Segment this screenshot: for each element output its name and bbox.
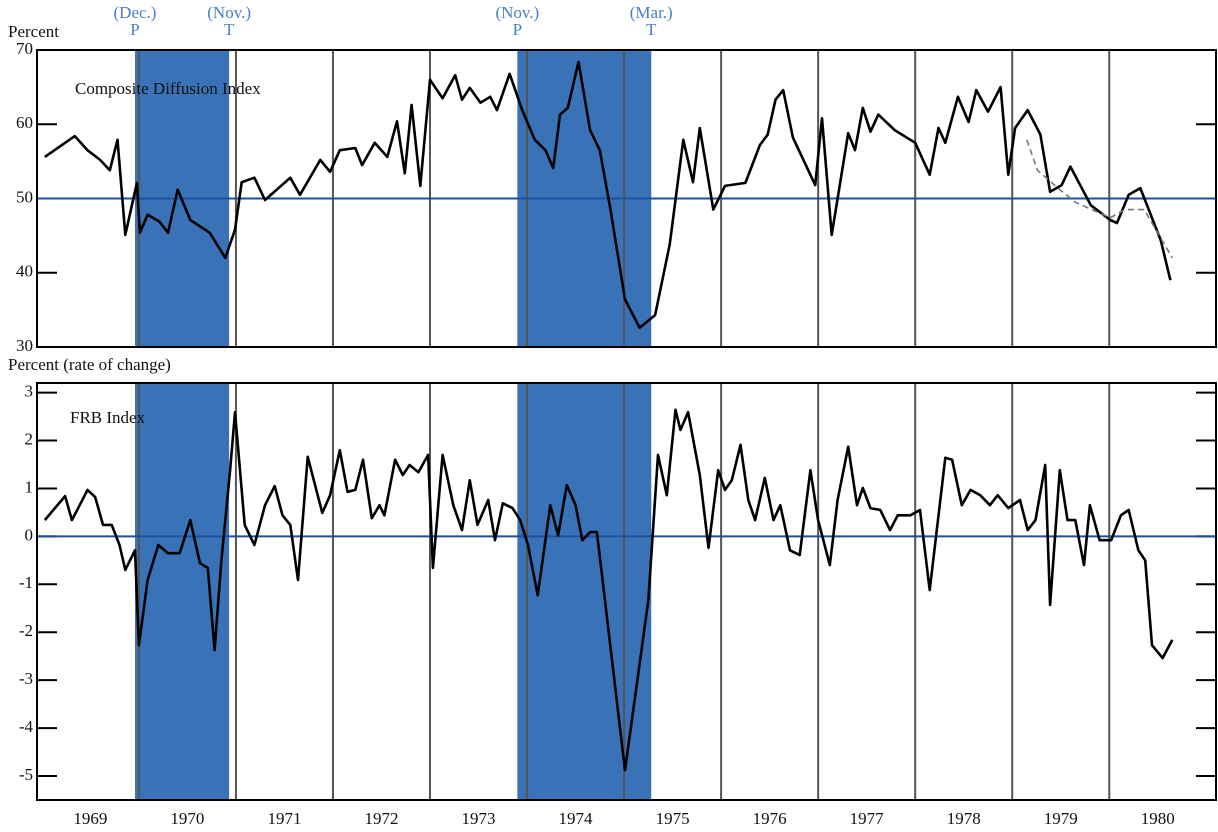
y-tick-label: -4 [19,717,34,736]
x-tick-label: 1977 [850,809,885,828]
x-tick-label: 1978 [947,809,981,828]
y-tick-label: 40 [16,262,33,281]
x-tick-label: 1970 [170,809,204,828]
x-tick-label: 1971 [267,809,301,828]
y-tick-label: -1 [19,573,33,592]
recession-letter: P [130,20,139,39]
axis-label: Percent (rate of change) [8,355,171,374]
y-tick-label: 70 [16,39,33,58]
y-tick-label: 2 [25,429,34,448]
y-tick-label: 3 [25,381,34,400]
x-tick-label: 1973 [462,809,496,828]
y-tick-label: -3 [19,669,33,688]
recession-band [135,383,230,800]
recession-letter: P [513,20,522,39]
panel-label: FRB Index [70,408,146,427]
axis-label: Percent [8,22,59,41]
y-tick-label: 30 [16,336,33,355]
y-tick-label: 0 [25,525,34,544]
recession-month: (Mar.) [630,3,673,22]
y-tick-label: -5 [19,765,33,784]
y-tick-label: -2 [19,621,33,640]
panel-label: Composite Diffusion Index [75,79,261,98]
recession-band [517,383,652,800]
data-line [44,60,1172,329]
x-tick-label: 1974 [559,809,594,828]
recession-month: (Nov.) [495,3,539,22]
y-tick-label: 60 [16,113,33,132]
plot-frame [36,382,1217,801]
x-tick-label: 1969 [73,809,107,828]
y-tick-label: 50 [16,187,33,206]
recession-month: (Nov.) [207,3,251,22]
recession-letter: T [646,20,657,39]
x-tick-label: 1972 [364,809,398,828]
data-line [1026,139,1173,259]
data-line [43,408,1174,772]
x-tick-label: 1976 [753,809,787,828]
x-tick-label: 1980 [1141,809,1175,828]
x-tick-label: 1975 [656,809,690,828]
recession-letter: T [224,20,235,39]
plot-frame [36,49,1217,348]
recession-month: (Dec.) [114,3,157,22]
y-tick-label: 1 [25,477,34,496]
x-tick-label: 1979 [1044,809,1078,828]
